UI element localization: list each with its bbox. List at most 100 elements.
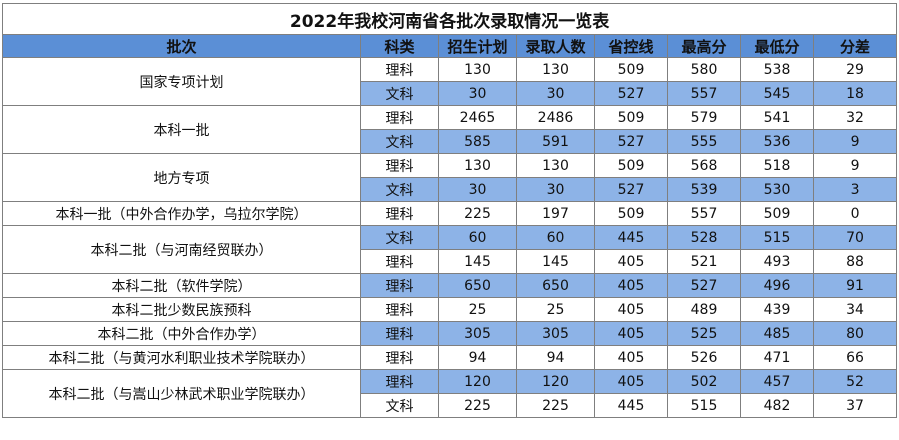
score-diff-cell: 88 — [812, 249, 898, 274]
min-score-cell: 439 — [740, 297, 814, 322]
min-score-cell: 457 — [740, 369, 814, 394]
plan-cell: 25 — [438, 297, 517, 322]
table-row: 本科一批（中外合作办学，乌拉尔学院） 理科 225 197 509 557 509 0 — [2, 201, 898, 226]
control-line-cell: 405 — [594, 369, 668, 394]
table-row: 文科 30 30 527 557 545 18 — [3, 81, 898, 106]
header-row: 批次 科类 招生计划 录取人数 省控线 最高分 最低分 分差 — [2, 34, 898, 58]
admitted-cell: 30 — [516, 81, 595, 106]
batch-cell: 本科二批（中外合作办学） — [2, 321, 361, 346]
subject-cell: 理科 — [360, 57, 439, 82]
score-diff-cell: 18 — [812, 81, 898, 106]
table-row: 本科二批少数民族预科 理科 25 25 405 489 439 34 — [2, 297, 898, 322]
plan-cell: 145 — [438, 249, 517, 274]
min-score-cell: 485 — [740, 321, 814, 346]
subject-cell: 理科 — [360, 273, 439, 298]
control-line-cell: 509 — [594, 153, 668, 178]
header-subject: 科类 — [360, 34, 439, 58]
plan-cell: 60 — [438, 225, 517, 250]
subject-cell: 理科 — [360, 345, 439, 370]
control-line-cell: 527 — [594, 177, 668, 202]
table-row: 本科二批（与嵩山少林武术职业学院联办） 理科 120 120 405 502 457 52 — [2, 369, 898, 418]
header-admitted: 录取人数 — [516, 34, 595, 58]
min-score-cell: 538 — [740, 57, 814, 82]
max-score-cell: 557 — [667, 201, 741, 226]
table-row: 本科二批（与河南经贸联办） 文科 60 60 445 528 515 70 — [2, 225, 898, 274]
score-diff-cell: 37 — [812, 393, 898, 418]
plan-cell: 94 — [438, 345, 517, 370]
subject-cell: 理科 — [360, 153, 439, 178]
score-diff-cell: 3 — [812, 177, 898, 202]
max-score-cell: 502 — [667, 369, 741, 394]
min-score-cell: 496 — [740, 273, 814, 298]
max-score-cell: 557 — [667, 81, 741, 106]
subject-cell: 理科 — [360, 105, 439, 130]
control-line-cell: 509 — [594, 57, 668, 82]
table-row: 本科二批（与黄河水利职业技术学院联办） 理科 94 94 405 526 471 66 — [2, 345, 898, 370]
plan-cell: 225 — [438, 201, 517, 226]
admitted-cell: 130 — [516, 153, 595, 178]
batch-cell: 地方专项 — [2, 153, 361, 202]
table-row: 本科一批 理科 2465 2486 509 579 541 32 — [2, 105, 898, 154]
batch-cell: 本科二批（与河南经贸联办） — [2, 225, 361, 274]
header-plan: 招生计划 — [438, 34, 517, 58]
header-control-line: 省控线 — [594, 34, 668, 58]
batch-cell: 本科一批 — [2, 105, 361, 154]
max-score-cell: 555 — [667, 129, 741, 154]
max-score-cell: 515 — [667, 393, 741, 418]
header-min-score: 最低分 — [740, 34, 814, 58]
min-score-cell: 493 — [740, 249, 814, 274]
min-score-cell: 541 — [740, 105, 814, 130]
table-row: 地方专项 理科 130 130 509 568 518 9 — [2, 153, 898, 202]
min-score-cell: 515 — [740, 225, 814, 250]
control-line-cell: 405 — [594, 321, 668, 346]
table-row: 文科 225 225 445 515 482 37 — [3, 393, 898, 418]
subject-cell: 理科 — [360, 249, 439, 274]
admitted-cell: 145 — [516, 249, 595, 274]
control-line-cell: 405 — [594, 273, 668, 298]
max-score-cell: 568 — [667, 153, 741, 178]
score-diff-cell: 29 — [812, 57, 898, 82]
control-line-cell: 509 — [594, 201, 668, 226]
subject-cell: 理科 — [360, 321, 439, 346]
min-score-cell: 536 — [740, 129, 814, 154]
max-score-cell: 489 — [667, 297, 741, 322]
header-max-score: 最高分 — [667, 34, 741, 58]
plan-cell: 650 — [438, 273, 517, 298]
score-diff-cell: 9 — [812, 153, 898, 178]
plan-cell: 30 — [438, 81, 517, 106]
max-score-cell: 521 — [667, 249, 741, 274]
plan-cell: 305 — [438, 321, 517, 346]
table-body: 国家专项计划 理科 130 130 509 580 538 29 文科 30 30 527 557 545… — [2, 57, 898, 418]
batch-cell: 本科二批（软件学院） — [2, 273, 361, 298]
score-diff-cell: 70 — [812, 225, 898, 250]
score-diff-cell: 80 — [812, 321, 898, 346]
plan-cell: 30 — [438, 177, 517, 202]
score-diff-cell: 0 — [812, 201, 898, 226]
admitted-cell: 94 — [516, 345, 595, 370]
admitted-cell: 130 — [516, 57, 595, 82]
batch-cell: 本科一批（中外合作办学，乌拉尔学院） — [2, 201, 361, 226]
plan-cell: 130 — [438, 153, 517, 178]
admitted-cell: 30 — [516, 177, 595, 202]
min-score-cell: 509 — [740, 201, 814, 226]
subject-cell: 理科 — [360, 201, 439, 226]
header-score-diff: 分差 — [812, 34, 898, 58]
min-score-cell: 530 — [740, 177, 814, 202]
control-line-cell: 527 — [594, 81, 668, 106]
plan-cell: 120 — [438, 369, 517, 394]
control-line-cell: 509 — [594, 105, 668, 130]
min-score-cell: 545 — [740, 81, 814, 106]
max-score-cell: 539 — [667, 177, 741, 202]
max-score-cell: 526 — [667, 345, 741, 370]
admitted-cell: 25 — [516, 297, 595, 322]
score-diff-cell: 34 — [812, 297, 898, 322]
batch-cell: 本科二批（与黄河水利职业技术学院联办） — [2, 345, 361, 370]
plan-cell: 2465 — [438, 105, 517, 130]
table-title: 2022年我校河南省各批次录取情况一览表 — [1, 3, 898, 35]
batch-cell: 国家专项计划 — [2, 57, 361, 106]
subject-cell: 理科 — [360, 297, 439, 322]
table-row: 文科 30 30 527 539 530 3 — [3, 177, 898, 202]
admitted-cell: 120 — [516, 369, 595, 394]
max-score-cell: 528 — [667, 225, 741, 250]
plan-cell: 225 — [438, 393, 517, 418]
